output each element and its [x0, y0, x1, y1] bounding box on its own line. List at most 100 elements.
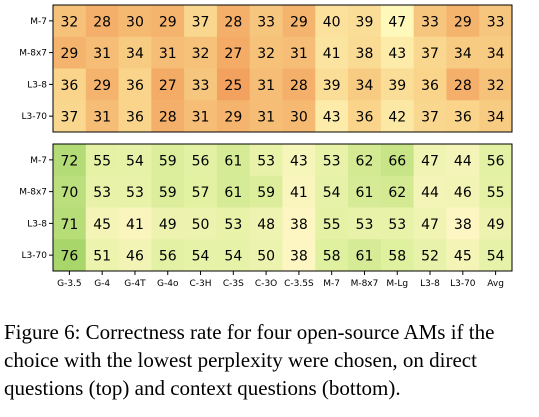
cell-value-label: 34	[126, 46, 144, 62]
heatmap-cell	[216, 207, 251, 240]
cell-value-label: 34	[487, 110, 505, 126]
y-tick-label: L3-8	[27, 219, 47, 229]
cell-value-label: 58	[323, 249, 341, 265]
cell-value-label: 53	[126, 185, 144, 201]
x-tick-label: Avg	[487, 279, 504, 289]
cell-value-label: 54	[323, 185, 341, 201]
heatmap-cell	[85, 144, 120, 177]
cell-value-label: 54	[224, 249, 242, 265]
cell-value-label: 29	[290, 14, 308, 30]
cell-value-label: 31	[93, 46, 111, 62]
heatmap-cell	[216, 100, 251, 133]
cell-value-label: 32	[192, 46, 210, 62]
cell-value-label: 33	[257, 14, 275, 30]
heatmap-cell	[53, 36, 87, 69]
cell-value-label: 31	[257, 78, 275, 94]
cell-value-label: 39	[388, 78, 406, 94]
cell-value-label: 55	[487, 185, 505, 201]
cell-value-label: 31	[93, 110, 111, 126]
cell-value-label: 37	[60, 110, 78, 126]
cell-value-label: 47	[421, 217, 439, 233]
heatmap-cell	[216, 68, 251, 101]
heatmap-cell	[315, 207, 349, 240]
cell-value-label: 43	[388, 46, 406, 62]
heatmap-cell	[118, 100, 152, 133]
cell-value-label: 41	[126, 217, 144, 233]
heatmap-cell	[151, 36, 185, 69]
cell-value-label: 27	[224, 46, 242, 62]
x-tick-label: G-4T	[124, 279, 146, 289]
heatmap-cell	[315, 100, 349, 133]
cell-value-label: 25	[224, 78, 242, 94]
heatmap-cell	[380, 5, 415, 38]
cell-value-label: 48	[257, 217, 275, 233]
cell-value-label: 53	[323, 153, 341, 169]
heatmap-cell	[85, 100, 120, 133]
cell-value-label: 56	[192, 153, 210, 169]
cell-value-label: 36	[356, 110, 374, 126]
heatmap-cell	[85, 239, 120, 272]
heatmap-panel-2: 72 55 54 59 56 61 53 43 53 62 66 47 44 56 70 53 53 59 57 61…	[19, 143, 513, 289]
cell-value-label: 31	[192, 110, 210, 126]
heatmap-cell	[282, 175, 316, 208]
heatmap-panel-1: 32 28 30 29 37 28 33 29 40 39 47 33 29 33 29 31 34 31 32 27…	[19, 4, 513, 133]
heatmap-cell	[380, 239, 415, 272]
heatmap-cell	[53, 68, 87, 101]
cell-value-label: 28	[290, 78, 308, 94]
heatmap-cell	[348, 5, 382, 38]
heatmap-cell	[216, 5, 251, 38]
cell-value-label: 30	[290, 110, 308, 126]
heatmap-cell	[315, 68, 349, 101]
heatmap-cell	[446, 68, 480, 101]
cell-value-label: 36	[126, 78, 144, 94]
cell-value-label: 42	[388, 110, 406, 126]
heatmap-cell	[151, 239, 185, 272]
cell-value-label: 62	[388, 185, 406, 201]
heatmap-cell	[53, 100, 87, 133]
heatmap-cell	[118, 68, 152, 101]
heatmap-cell	[85, 68, 120, 101]
cell-value-label: 36	[60, 78, 78, 94]
cell-value-label: 55	[323, 217, 341, 233]
heatmap-cell	[446, 100, 480, 133]
cell-value-label: 53	[257, 153, 275, 169]
heatmap-cell	[151, 68, 185, 101]
cell-value-label: 28	[454, 78, 472, 94]
heatmap-cell	[118, 144, 152, 177]
x-tick-label: M-8x7	[351, 279, 379, 289]
cell-value-label: 29	[454, 14, 472, 30]
heatmap-cell	[249, 100, 283, 133]
heatmap-cell	[413, 5, 447, 38]
heatmap-cell	[85, 175, 120, 208]
heatmap-cell	[184, 175, 218, 208]
cell-value-label: 29	[224, 110, 242, 126]
cell-value-label: 39	[323, 78, 341, 94]
heatmap-cell	[380, 175, 415, 208]
heatmap-cell	[479, 100, 513, 133]
heatmap-cell	[348, 175, 382, 208]
heatmap-cell	[446, 5, 480, 38]
heatmap-cell	[184, 68, 218, 101]
x-tick-label: C-3H	[190, 279, 212, 289]
cell-value-label: 61	[356, 185, 374, 201]
heatmap-cell	[53, 239, 87, 272]
cell-value-label: 37	[192, 14, 210, 30]
heatmap-cell	[85, 5, 120, 38]
heatmap-cell	[413, 36, 447, 69]
cell-value-label: 71	[60, 217, 78, 233]
cell-value-label: 56	[159, 249, 177, 265]
heatmap-cell	[413, 207, 447, 240]
cell-value-label: 45	[93, 217, 111, 233]
heatmap-cell	[380, 100, 415, 133]
y-tick-label: L3-8	[27, 80, 47, 90]
heatmap-cell	[479, 5, 513, 38]
heatmap-cell	[216, 144, 251, 177]
cell-value-label: 45	[454, 249, 472, 265]
cell-value-label: 37	[421, 46, 439, 62]
cell-value-label: 36	[421, 78, 439, 94]
heatmap-cell	[479, 36, 513, 69]
heatmap-cell	[249, 239, 283, 272]
cell-value-label: 59	[159, 185, 177, 201]
cell-value-label: 36	[126, 110, 144, 126]
panel-frame	[52, 143, 513, 272]
